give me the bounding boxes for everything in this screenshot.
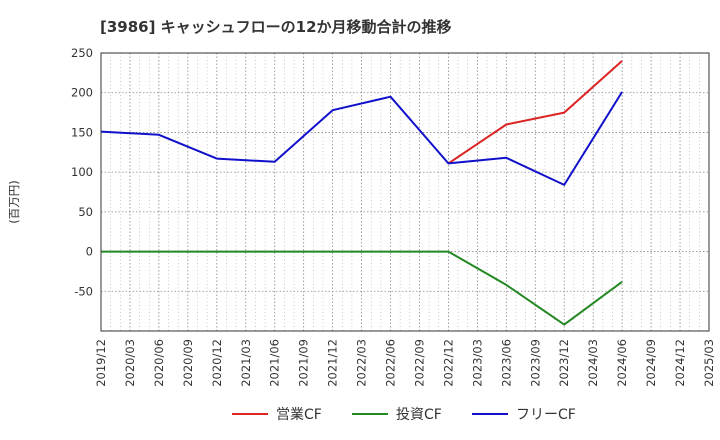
x-tick-label-3: 2020/09 [181, 339, 195, 387]
legend-label-2: フリーCF [516, 407, 576, 423]
x-tick-label-9: 2022/03 [355, 339, 369, 387]
x-axis-ticks: 2019/12 2020/03 2020/06 2020/09 2020/12 2021/… [94, 339, 716, 387]
y-tick-label-4: 50 [78, 205, 93, 219]
legend-label-1: 投資CF [396, 407, 442, 423]
y-tick-label-3: 100 [71, 165, 93, 179]
y-axis-label: (百万円) [7, 180, 21, 223]
legend-label-0: 営業CF [276, 407, 322, 423]
x-tick-label-11: 2022/09 [412, 339, 426, 387]
x-tick-label-19: 2024/09 [644, 339, 658, 387]
x-tick-label-2: 2020/06 [152, 339, 166, 387]
x-tick-label-16: 2023/12 [557, 339, 571, 387]
legend: 営業CF 投資CF フリーCF [232, 407, 576, 423]
y-axis-ticks: 250 200 150 100 50 0 -50 [71, 46, 93, 298]
y-tick-label-2: 150 [71, 125, 93, 139]
x-tick-label-15: 2023/09 [528, 339, 542, 387]
y-tick-label-6: -50 [74, 284, 93, 298]
x-tick-label-0: 2019/12 [94, 339, 108, 387]
y-tick-label-5: 0 [86, 245, 93, 259]
y-tick-label-1: 200 [71, 86, 93, 100]
x-tick-label-4: 2020/12 [210, 339, 224, 387]
x-tick-label-17: 2024/03 [586, 339, 600, 387]
y-tick-label-0: 250 [71, 46, 93, 60]
series-line-2 [100, 91, 623, 186]
x-tick-label-7: 2021/09 [297, 339, 311, 387]
x-tick-label-21: 2025/03 [702, 339, 716, 387]
series-line-0 [447, 60, 623, 165]
chart-title: [3986] キャッシュフローの12か月移動合計の推移 [100, 18, 452, 36]
x-tick-label-1: 2020/03 [123, 339, 137, 387]
x-tick-label-10: 2022/06 [384, 339, 398, 387]
series-layer [100, 60, 623, 326]
x-tick-label-13: 2023/03 [470, 339, 484, 387]
x-tick-label-5: 2021/03 [239, 339, 253, 387]
series-line-1 [101, 250, 623, 326]
plot-frame [100, 52, 710, 332]
grid [101, 52, 709, 331]
x-tick-label-20: 2024/12 [673, 339, 687, 387]
x-tick-label-14: 2023/06 [499, 339, 513, 387]
x-tick-label-6: 2021/06 [268, 339, 282, 387]
x-tick-label-8: 2021/12 [326, 339, 340, 387]
x-tick-label-18: 2024/06 [615, 339, 629, 387]
x-tick-label-12: 2022/12 [441, 339, 455, 387]
